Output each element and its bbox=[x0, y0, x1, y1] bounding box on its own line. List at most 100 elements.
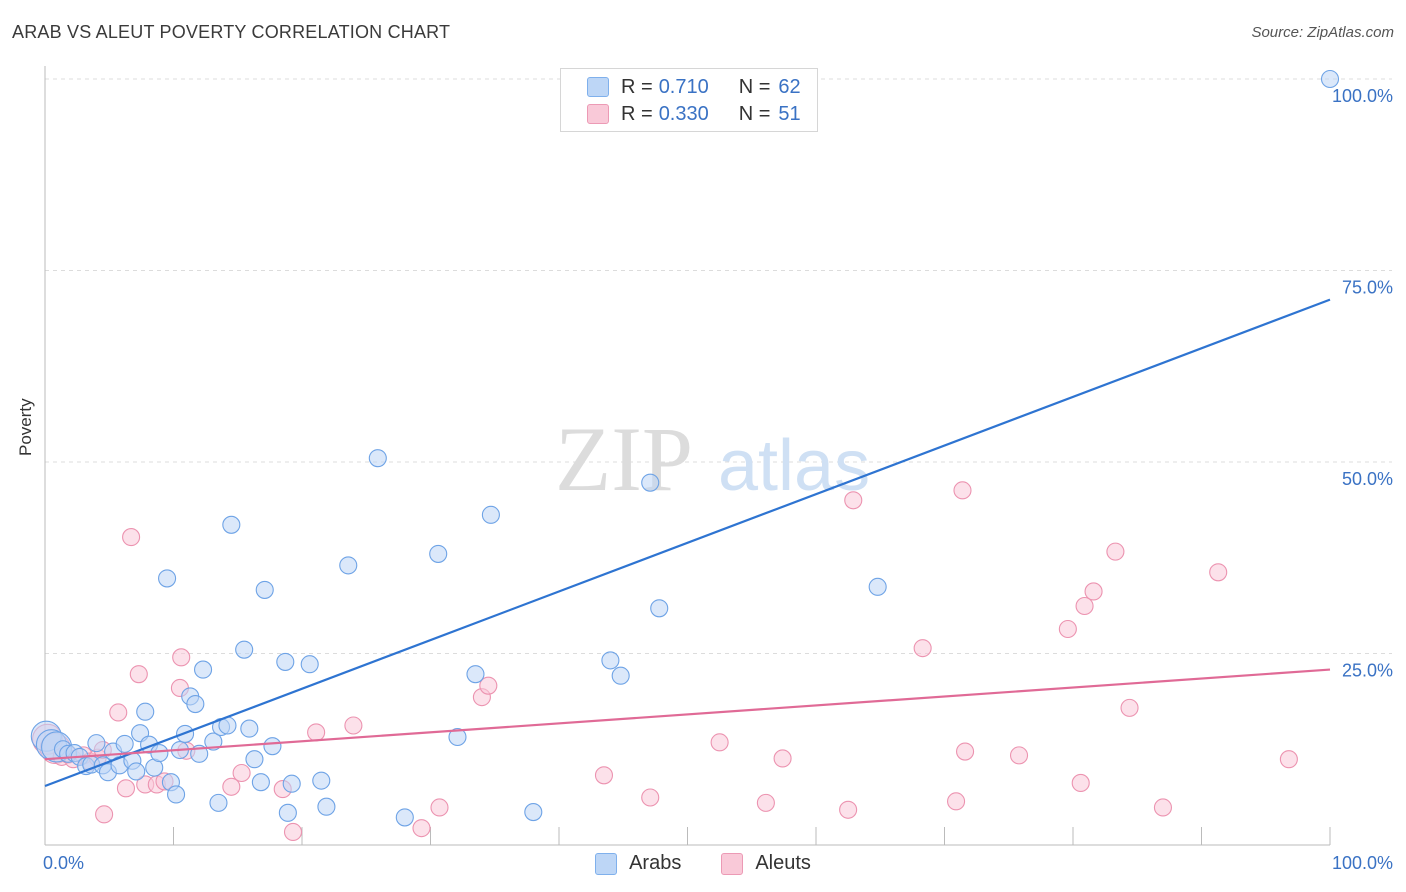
point-aleuts bbox=[710, 733, 729, 752]
point-aleuts bbox=[1075, 596, 1094, 616]
point-aleuts bbox=[344, 716, 363, 735]
point-aleuts bbox=[1209, 563, 1228, 582]
point-arabs bbox=[209, 793, 228, 812]
point-aleuts bbox=[283, 822, 303, 842]
point-aleuts bbox=[1106, 542, 1125, 561]
point-aleuts bbox=[844, 491, 863, 510]
y-axis-label: Poverty bbox=[16, 398, 35, 456]
point-aleuts bbox=[953, 481, 972, 500]
arabs-legend-swatch bbox=[595, 852, 618, 875]
n-label: N = bbox=[738, 102, 771, 125]
point-aleuts bbox=[109, 703, 128, 722]
point-arabs bbox=[278, 803, 297, 822]
chart-title: ARAB VS ALEUT POVERTY CORRELATION CHART bbox=[12, 22, 451, 42]
x-tick-label: 100.0% bbox=[1332, 853, 1393, 873]
point-aleuts bbox=[479, 676, 498, 695]
r-label: R = bbox=[621, 102, 653, 125]
tick-labels: 25.0% 50.0% 75.0% 100.0% 0.0% 100.0% bbox=[43, 86, 1393, 873]
point-arabs bbox=[251, 773, 270, 792]
legend-item-arabs[interactable]: Arabs bbox=[595, 852, 681, 875]
point-arabs bbox=[245, 750, 264, 769]
series-legend: Arabs Aleuts bbox=[0, 852, 1406, 875]
y-tick-label: 100.0% bbox=[1332, 86, 1393, 106]
point-aleuts bbox=[412, 819, 431, 838]
point-aleuts bbox=[1058, 619, 1077, 639]
grid-lines bbox=[45, 78, 1392, 654]
point-arabs bbox=[115, 734, 134, 753]
point-arabs bbox=[263, 737, 282, 756]
watermark-atlas: atlas bbox=[718, 426, 870, 506]
point-aleuts bbox=[1153, 798, 1172, 817]
point-arabs bbox=[466, 665, 485, 684]
point-arabs bbox=[448, 727, 467, 747]
point-arabs bbox=[240, 719, 259, 738]
point-aleuts bbox=[232, 763, 251, 783]
source-label: Source: ZipAtlas.com bbox=[1251, 24, 1394, 41]
point-aleuts bbox=[773, 749, 792, 768]
legend-row-aleuts: R = 0.330 N = 51 bbox=[587, 102, 801, 126]
point-arabs bbox=[601, 651, 620, 670]
point-arabs bbox=[395, 808, 414, 827]
watermark: ZIP atlas bbox=[555, 408, 870, 510]
y-tick-label: 50.0% bbox=[1342, 469, 1393, 489]
point-arabs bbox=[868, 577, 887, 596]
point-arabs bbox=[481, 505, 500, 524]
point-aleuts bbox=[129, 665, 148, 684]
arabs-legend-label: Arabs bbox=[629, 852, 682, 874]
point-arabs bbox=[194, 660, 213, 679]
point-aleuts bbox=[430, 798, 449, 817]
r-label: R = bbox=[621, 75, 653, 98]
point-arabs bbox=[204, 732, 223, 751]
point-aleuts bbox=[1279, 750, 1298, 769]
r-value-arabs: 0.710 bbox=[658, 75, 709, 98]
trend-line-aleuts bbox=[44, 668, 1331, 761]
point-aleuts bbox=[756, 793, 775, 812]
trend-line-arabs bbox=[44, 298, 1331, 788]
series-aleuts-points bbox=[32, 481, 1298, 842]
point-arabs bbox=[368, 449, 387, 468]
y-tick-label: 75.0% bbox=[1342, 278, 1393, 298]
point-arabs bbox=[127, 762, 146, 781]
point-arabs bbox=[1320, 69, 1340, 89]
axes bbox=[44, 66, 1331, 846]
point-arabs bbox=[222, 515, 241, 534]
n-value-aleuts: 51 bbox=[778, 102, 801, 125]
point-aleuts bbox=[956, 742, 975, 761]
y-tick-label: 25.0% bbox=[1342, 661, 1393, 681]
point-arabs bbox=[235, 640, 254, 659]
point-arabs bbox=[167, 785, 186, 804]
point-aleuts bbox=[594, 766, 614, 785]
point-aleuts bbox=[641, 788, 660, 807]
point-aleuts bbox=[1120, 698, 1139, 717]
legend-row-arabs: R = 0.710 N = 62 bbox=[587, 75, 801, 99]
aleuts-legend-swatch bbox=[721, 852, 744, 875]
point-arabs bbox=[255, 580, 274, 599]
point-aleuts bbox=[95, 805, 114, 824]
point-arabs bbox=[611, 666, 630, 685]
n-value-arabs: 62 bbox=[778, 75, 801, 98]
point-aleuts bbox=[222, 777, 241, 796]
point-aleuts bbox=[1084, 582, 1103, 601]
point-arabs bbox=[641, 473, 660, 492]
point-aleuts bbox=[307, 723, 326, 742]
aleuts-swatch bbox=[587, 104, 609, 124]
point-aleuts bbox=[172, 648, 191, 667]
aleuts-legend-label: Aleuts bbox=[755, 852, 811, 874]
point-arabs bbox=[300, 655, 319, 674]
watermark-zip: ZIP bbox=[555, 408, 693, 510]
point-arabs bbox=[282, 774, 301, 793]
x-tick-label: 0.0% bbox=[43, 853, 84, 873]
legend-item-aleuts[interactable]: Aleuts bbox=[721, 852, 811, 875]
point-aleuts bbox=[122, 528, 141, 547]
point-arabs bbox=[524, 803, 543, 822]
correlation-legend: R = 0.710 N = 62 R = 0.330 N = 51 bbox=[560, 68, 818, 132]
n-label: N = bbox=[738, 75, 771, 98]
point-arabs bbox=[429, 544, 448, 563]
point-aleuts bbox=[839, 800, 858, 819]
point-arabs bbox=[312, 771, 331, 790]
point-arabs bbox=[339, 556, 358, 575]
arabs-swatch bbox=[587, 77, 609, 97]
point-arabs bbox=[186, 695, 205, 714]
point-arabs bbox=[87, 734, 106, 753]
